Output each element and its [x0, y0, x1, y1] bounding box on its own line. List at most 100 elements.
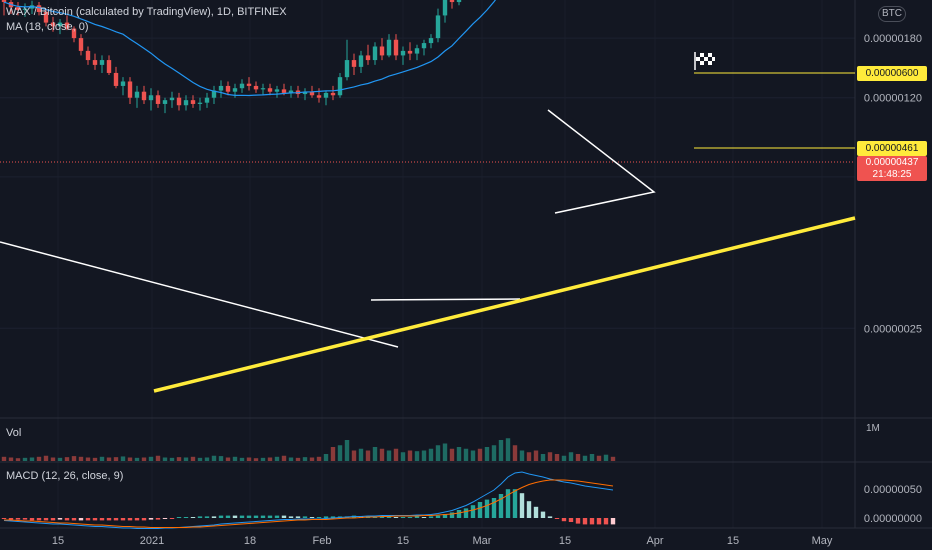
currency-badge[interactable]: BTC [878, 6, 906, 22]
macd-histogram-bar [85, 518, 91, 521]
volume-bar [484, 447, 490, 461]
macd-histogram-bar [113, 518, 119, 521]
macd-histogram-bar [218, 515, 224, 518]
range-top-line [370, 298, 521, 301]
volume-bar [554, 454, 560, 461]
current-price-badge: 0.00000437 [857, 156, 927, 169]
macd-histogram-bar [22, 518, 28, 520]
downtrend-line [0, 241, 399, 348]
candle [204, 92, 210, 108]
macd-histogram-bar [295, 516, 301, 518]
volume-bar [526, 452, 532, 461]
triangle-pattern [547, 109, 656, 214]
macd-histogram-bar [582, 518, 588, 525]
ma-line [3, 0, 497, 97]
volume-bar [421, 450, 427, 461]
volume-bar [456, 447, 462, 461]
macd-histogram-bar [302, 516, 308, 518]
macd-label: MACD (12, 26, close, 9) [6, 470, 124, 482]
price-tick: 0.00000120 [864, 93, 922, 105]
candle [57, 18, 63, 35]
candle [141, 85, 147, 104]
candle [197, 97, 203, 111]
macd-histogram-bar [155, 518, 161, 520]
macd-histogram-bar [169, 518, 175, 519]
macd-histogram-bar [64, 518, 70, 521]
macd-histogram-bar [92, 518, 98, 521]
candle [50, 16, 56, 32]
macd-histogram-bar [498, 494, 504, 518]
time-tick: 2021 [140, 535, 164, 547]
volume-bar [169, 457, 175, 461]
macd-histogram-bar [463, 508, 469, 518]
macd-histogram-bar [540, 511, 546, 518]
macd-histogram-bar [309, 517, 315, 518]
macd-histogram-bar [561, 518, 567, 522]
macd-histogram-bar [386, 516, 392, 518]
price-tick: 0.00000180 [864, 33, 922, 45]
volume-bar [176, 457, 182, 461]
time-axis: 15 2021 18 Feb 15 Mar 15 Apr 15 May [52, 535, 833, 547]
candle [225, 81, 231, 96]
macd-tick: 0.00000050 [864, 484, 922, 496]
candle [288, 85, 294, 98]
macd-histogram-bar [36, 518, 42, 521]
volume-bar [57, 457, 63, 461]
volume-bar [477, 448, 483, 461]
macd-histogram-bar [491, 498, 497, 518]
volume-bar [71, 456, 77, 461]
volume-bar [197, 457, 203, 461]
candle [162, 97, 168, 114]
candle [365, 44, 371, 65]
macd-histogram-bar [15, 518, 21, 520]
macd-histogram-bar [533, 506, 539, 518]
macd-histogram-bar [106, 518, 112, 521]
volume-bar [260, 457, 266, 461]
signal-line [4, 479, 614, 528]
volume-bar [211, 455, 217, 461]
macd-histogram-bar [267, 515, 273, 518]
volume-bar [463, 448, 469, 461]
macd-histogram-bar [57, 518, 63, 520]
macd-histogram-bar [239, 515, 245, 518]
macd-histogram-bar [400, 517, 406, 518]
time-tick: Feb [313, 535, 332, 547]
volume-bar [43, 455, 49, 461]
volume-bar [316, 456, 322, 461]
candle [400, 46, 406, 65]
volume-bar [512, 445, 518, 461]
volume-bar [218, 456, 224, 461]
volume-bar [190, 456, 196, 461]
volume-bar [533, 450, 539, 461]
macd-histogram-bar [50, 518, 56, 521]
candle [316, 88, 322, 103]
macd-histogram-bar [610, 518, 616, 525]
macd-histogram-bar [379, 516, 385, 518]
volume-bar [386, 450, 392, 461]
candle [218, 80, 224, 98]
volume-bar [379, 448, 385, 461]
candle [456, 0, 462, 6]
volume-bar [1, 456, 7, 461]
candle [71, 26, 77, 43]
macd-histogram-bar [162, 518, 168, 519]
macd-histogram-bar [456, 510, 462, 518]
candle [414, 44, 420, 61]
macd-histogram-bar [190, 517, 196, 518]
candle [176, 92, 182, 111]
volume-bar [428, 448, 434, 461]
macd-histogram-bar [225, 515, 231, 518]
chart-title: WAX / Bitcoin (calculated by TradingView… [6, 6, 287, 18]
candle [351, 53, 357, 76]
macd-histogram-bar [288, 516, 294, 518]
volume-bar [281, 455, 287, 461]
volume-label: Vol [6, 427, 22, 439]
volume-bar [92, 457, 98, 461]
volume-bar [540, 454, 546, 461]
time-tick: 15 [52, 535, 64, 547]
candle [92, 53, 98, 70]
candle [435, 8, 441, 43]
time-tick: May [812, 535, 833, 547]
macd-tick: 0.00000000 [864, 513, 922, 525]
